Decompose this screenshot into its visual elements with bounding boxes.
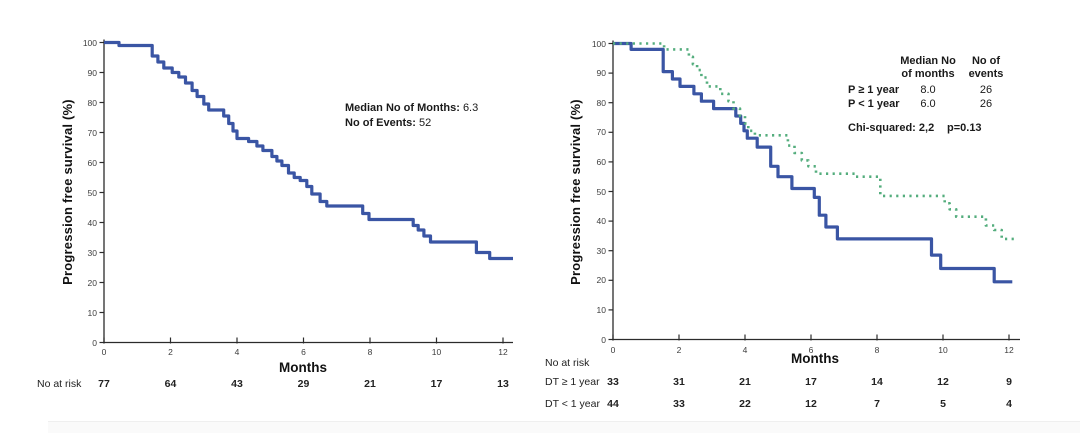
- stats-row1-median: 8.0: [920, 84, 936, 96]
- risk-table-title-left: No at risk: [37, 378, 82, 390]
- bottom-divider-band: [48, 421, 1080, 433]
- annotation-events-value: 52: [418, 117, 432, 129]
- x-tick-label: 12: [1004, 345, 1014, 355]
- y-tick-label: 90: [596, 68, 606, 79]
- km-curve-dt-1-year: [613, 42, 1018, 241]
- x-tick-label: 0: [101, 347, 107, 357]
- risk-value: 7: [874, 398, 880, 410]
- y-tick-label: 20: [596, 275, 606, 286]
- y-tick-label: 80: [596, 97, 606, 108]
- risk-row-label-dt-ge-1yr: DT ≥ 1 year: [545, 376, 600, 388]
- x-axis-title-left: Months: [279, 360, 327, 375]
- y-tick-label: 20: [87, 277, 97, 288]
- y-tick-label: 60: [87, 157, 97, 168]
- risk-value: 44: [607, 398, 619, 410]
- x-tick-label: 2: [168, 347, 173, 357]
- risk-value: 5: [940, 398, 946, 410]
- x-tick-label: 6: [301, 347, 306, 357]
- risk-value: 17: [805, 376, 817, 388]
- x-tick-label: 10: [938, 345, 948, 355]
- risk-value: 12: [937, 376, 949, 388]
- x-tick-label: 4: [742, 345, 748, 355]
- risk-table-title-right: No at risk: [545, 357, 590, 369]
- stats-row1-label: P ≥ 1 year: [848, 84, 900, 96]
- x-tick-label: 2: [676, 345, 682, 355]
- y-tick-label: 100: [82, 37, 97, 48]
- km-curve-all-patients: [104, 40, 513, 261]
- x-tick-label: 4: [234, 347, 240, 357]
- y-tick-label: 10: [596, 304, 606, 315]
- risk-value: 43: [231, 378, 243, 390]
- stats-row1-events: 26: [979, 84, 993, 96]
- annotation-left: Median No of Months: 6.3 No of Events: 5…: [345, 101, 478, 131]
- risk-value: 9: [1006, 376, 1012, 388]
- y-tick-label: 70: [596, 127, 606, 138]
- x-tick-label: 6: [808, 345, 814, 355]
- y-tick-label: 60: [596, 156, 606, 167]
- stats-chi-squared: Chi-squared: 2,2: [848, 122, 935, 134]
- risk-value: 4: [1006, 398, 1012, 410]
- annotation-median-value: 6.3: [462, 102, 479, 114]
- risk-row-label-dt-lt-1yr: DT < 1 year: [545, 398, 600, 410]
- y-tick-label: 100: [591, 38, 606, 49]
- x-tick-label: 10: [431, 347, 442, 357]
- stats-header-median: Median No of months: [900, 55, 956, 80]
- annotation-events-line: No of Events: 52: [345, 116, 478, 131]
- risk-value: 21: [739, 376, 751, 388]
- x-tick-label: 0: [610, 345, 616, 355]
- risk-value: 14: [871, 376, 883, 388]
- annotation-median-label: Median No of Months:: [345, 102, 460, 114]
- risk-value: 77: [98, 378, 110, 390]
- y-tick-label: 0: [601, 334, 606, 345]
- y-tick-label: 70: [87, 127, 97, 138]
- y-tick-label: 50: [596, 186, 606, 197]
- risk-value: 12: [805, 398, 817, 410]
- y-tick-label: 80: [87, 97, 97, 108]
- stats-p-value: p=0.13: [947, 122, 982, 134]
- risk-value: 29: [297, 378, 310, 390]
- stats-header-events: No of events: [968, 55, 1004, 80]
- annotation-events-label: No of Events:: [345, 117, 416, 129]
- x-axis-title-right: Months: [791, 351, 839, 366]
- risk-value: 13: [497, 378, 509, 390]
- x-tick-label: 8: [367, 347, 373, 357]
- x-tick-label: 12: [498, 347, 508, 357]
- risk-value: 21: [364, 378, 376, 390]
- stats-row2-median: 6.0: [920, 98, 936, 110]
- risk-value: 17: [430, 378, 443, 390]
- y-tick-label: 90: [87, 67, 97, 78]
- km-curve-dt-1-year: [613, 41, 1013, 284]
- y-tick-label: 10: [87, 307, 97, 318]
- annotation-median-line: Median No of Months: 6.3: [345, 101, 478, 116]
- y-tick-label: 40: [87, 217, 97, 228]
- risk-value: 22: [739, 398, 751, 410]
- stats-row2-label: P < 1 year: [848, 98, 900, 110]
- risk-value: 64: [164, 378, 177, 390]
- y-tick-label: 30: [596, 245, 606, 256]
- stats-row2-events: 26: [979, 98, 993, 110]
- x-tick-label: 8: [874, 345, 880, 355]
- risk-value: 31: [673, 376, 685, 388]
- risk-value: 33: [673, 398, 685, 410]
- risk-value: 33: [607, 376, 619, 388]
- y-tick-label: 30: [87, 247, 97, 258]
- y-tick-label: 40: [596, 216, 606, 227]
- y-tick-label: 0: [92, 337, 97, 348]
- y-tick-label: 50: [87, 187, 97, 198]
